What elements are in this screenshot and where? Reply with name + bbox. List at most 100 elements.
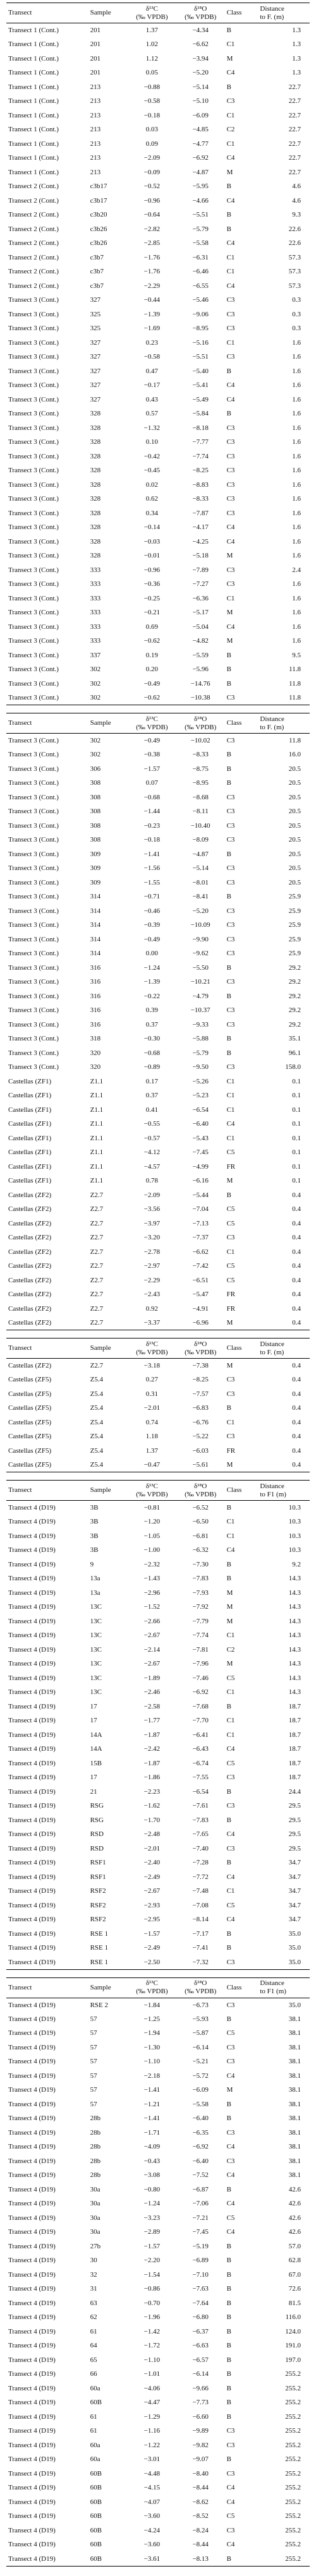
table-cell: 1.3 [292,69,301,77]
table-cell: 327 [90,338,101,347]
table-cell: Transect 4 (D19) [8,2043,56,2051]
table-row: Transect 3 (Cont.) 316 −1.39 −10.21 C3 29.2 [6,975,310,989]
table-row: Castellas (ZF2) Z2.7 −3.97 −7.13 C5 0.4 [6,1217,310,1231]
table-cell: Castellas (ZF1) [8,1106,52,1114]
table-cell: 20.5 [288,864,301,873]
table-cell: Transect 4 (D19) [8,1759,56,1767]
table-cell: C1 [226,1418,235,1426]
table-cell: Transect 2 (Cont.) [8,239,59,247]
table-cell: 0.4 [292,1376,301,1384]
table-cell: 0.39 [145,1006,158,1015]
table-cell: RSE 1 [90,1929,109,1938]
table-cell: c3b7 [90,268,104,276]
table-cell: −10.21 [190,978,210,986]
table-cell: 57 [90,2100,97,2108]
table-cell: −1.32 [143,424,161,432]
table-cell: 20.5 [288,836,301,844]
table-cell: 34.7 [288,1859,301,1867]
table-cell: −2.18 [143,2072,161,2080]
table-cell: 60B [90,2498,102,2506]
table-cell: 0.4 [292,1446,301,1455]
table-cell: Transect 3 (Cont.) [8,978,59,986]
table-cell: Transect 4 (D19) [8,1717,56,1725]
table-cell: Transect 4 (D19) [8,2171,56,2179]
data-table: Transect Sample δ¹³C (‰ VPDB) δ¹⁸O (‰ VPDB) Cl… [6,713,310,1330]
table-cell: −2.48 [143,1830,161,1839]
table-cell: 20.5 [288,793,301,801]
table-cell: −9.50 [192,1063,209,1071]
table-cell: −7.63 [192,2285,209,2293]
table-cell: −4.12 [143,1148,161,1157]
table-cell: −3.56 [143,1205,161,1213]
table-cell: −2.46 [143,1688,161,1696]
table-cell: 4.6 [292,182,301,191]
table-row: Transect 4 (D19) 57 −1.41 −6.09 M 38.1 [6,2083,310,2097]
table-cell: 0.1 [292,1177,301,1185]
table-cell: Transect 4 (D19) [8,2441,56,2449]
table-cell: 333 [90,580,101,588]
table-cell: Z2.7 [90,1205,104,1213]
table-cell: −5.51 [192,211,209,219]
table-cell: 3B [90,1504,99,1512]
table-cell: C3 [226,737,235,744]
table-cell: c3b20 [90,211,107,219]
table-cell: −2.29 [143,282,161,290]
table-cell: Transect 3 (Cont.) [8,1020,59,1029]
table-cell: C4 [226,2498,235,2506]
table-cell: C4 [226,2228,235,2236]
table-cell: −0.14 [143,523,161,532]
table-row: Transect 4 (D19) 60B −4.07 −8.62 C4 255.2 [6,2495,310,2510]
table-row: Transect 4 (D19) 57 −1.94 −5.87 C5 38.1 [6,2026,310,2041]
table-row: Transect 4 (D19) 13C −1.52 −7.92 M 14.3 [6,1600,310,1614]
table-cell: C4 [226,381,235,390]
table-cell: 14A [90,1731,102,1739]
table-cell: 42.6 [288,2185,301,2193]
table-cell: Transect 4 (D19) [8,1887,56,1895]
table-cell: −0.09 [143,168,161,176]
table-cell: 1.6 [292,623,301,631]
table-cell: c3b26 [90,239,107,247]
table-cell: −4.66 [192,196,209,205]
table-cell: 11.8 [289,665,301,674]
table-cell: Transect 1 (Cont.) [8,168,59,176]
table-row: Transect 3 (Cont.) 306 −1.57 −8.75 B 20.5 [6,762,310,777]
table-cell: 325 [90,325,101,333]
table-cell: 0.69 [145,623,158,631]
table-cell: RSF1 [90,1859,106,1867]
table-cell: 1.6 [292,338,301,347]
table-cell: C1 [226,1731,235,1739]
table-cell: −2.43 [143,1291,161,1299]
table-row: Transect 4 (D19) 30a −2.89 −7.45 C4 42.6 [6,2225,310,2239]
table-cell: Transect 4 (D19) [8,2029,56,2037]
table-cell: B [226,1929,231,1938]
table-cell: 0.4 [292,1191,301,1199]
header-cell: Sample [88,3,128,23]
table-cell: 63 [90,2299,97,2307]
table-cell: 1.3 [292,27,301,34]
header-cell: Class [225,1481,258,1501]
table-cell: 60B [90,2469,102,2478]
table-cell: −0.68 [143,793,161,801]
table-cell: −1.52 [143,1603,161,1611]
table-cell: C3 [226,353,235,361]
table-cell: B [226,2327,231,2335]
table-row: Transect 4 (D19) 60B −4.47 −7.73 B 255.2 [6,2395,310,2410]
table-cell: −5.58 [192,2100,209,2108]
document: Transect Sample δ¹³C (‰ VPDB) δ¹⁸O (‰ VPDB) Cl… [6,0,310,2567]
table-cell: C5 [226,1205,235,1213]
table-cell: Transect 3 (Cont.) [8,679,59,688]
table-cell: 14.3 [288,1617,301,1625]
table-cell: −5.79 [192,225,209,233]
table-cell: Transect 4 (D19) [8,1802,56,1810]
table-head: Transect Sample δ¹³C (‰ VPDB) δ¹⁸O (‰ VPDB) Cl… [6,713,310,734]
data-table: Transect Sample δ¹³C (‰ VPDB) δ¹⁸O (‰ VPDB) Cl… [6,1338,310,1472]
table-cell: B [226,2384,231,2392]
table-cell: 1.6 [292,580,301,588]
table-cell: 9.5 [292,651,301,659]
table-cell: 30a [90,2228,100,2236]
table-cell: C5 [226,1148,235,1157]
table-cell: −5.20 [192,69,209,77]
table-cell: −8.09 [192,836,209,844]
table-cell: −6.63 [192,2342,209,2350]
table-cell: C4 [226,537,235,546]
